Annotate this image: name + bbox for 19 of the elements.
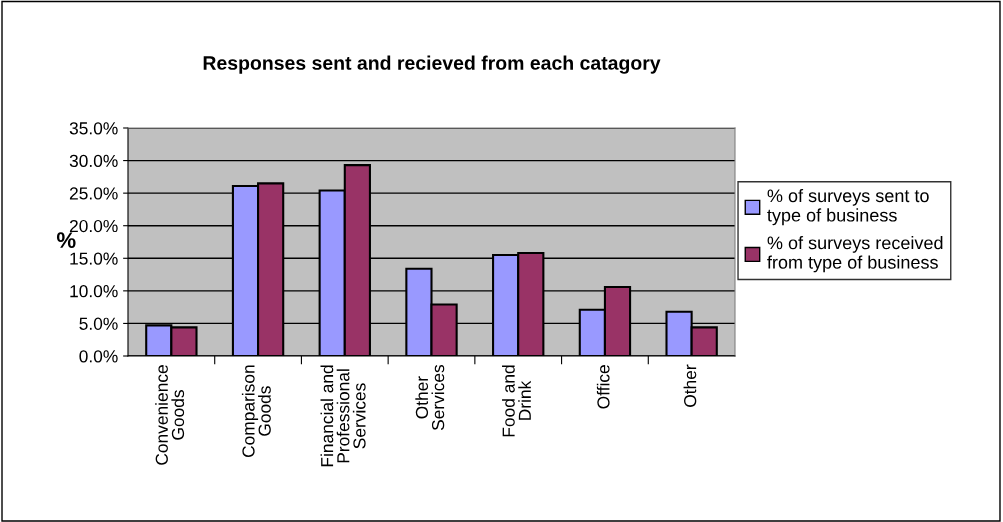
x-tick-label: Convenience Goods — [155, 365, 185, 465]
x-tick-label: Office — [596, 365, 610, 409]
y-tick-label: 25.0% — [69, 187, 118, 200]
y-tick-label: 35.0% — [69, 122, 118, 135]
x-tick-label: Financial and Professional Services — [320, 365, 366, 467]
y-axis-title: % — [56, 232, 76, 248]
y-tick-label: 30.0% — [69, 154, 118, 168]
chart-title: Responses sent and recieved from each catagory — [203, 55, 661, 74]
x-tick-label: Other — [683, 364, 697, 407]
x-tick-label: Other Services — [415, 364, 445, 431]
legend-label: % of surveys sent to type of business — [767, 188, 929, 226]
y-tick-label: 5.0% — [79, 317, 118, 330]
y-tick-label: 15.0% — [70, 252, 118, 265]
legend-label: % of surveys received from type of business — [767, 236, 943, 273]
x-tick-label: Comparison Goods — [241, 365, 271, 458]
y-tick-label: 10.0% — [70, 285, 118, 298]
y-tick-label: 0.0% — [79, 350, 118, 363]
y-tick-label: 20.0% — [69, 219, 118, 233]
x-tick-label: Food and Drink — [502, 365, 531, 437]
